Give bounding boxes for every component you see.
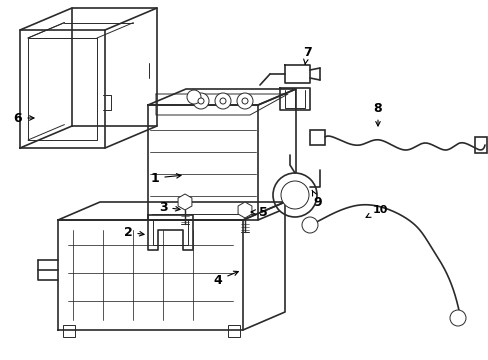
Bar bbox=[474, 137, 486, 153]
Circle shape bbox=[449, 310, 465, 326]
Circle shape bbox=[220, 98, 225, 104]
Text: 7: 7 bbox=[302, 45, 311, 64]
Circle shape bbox=[242, 98, 247, 104]
Circle shape bbox=[281, 181, 308, 209]
Bar bbox=[227, 325, 240, 337]
Text: 6: 6 bbox=[14, 112, 34, 125]
Circle shape bbox=[215, 93, 230, 109]
Text: 9: 9 bbox=[311, 190, 322, 208]
Text: 4: 4 bbox=[213, 271, 238, 287]
Text: 8: 8 bbox=[373, 102, 382, 126]
Circle shape bbox=[302, 217, 317, 233]
Text: 10: 10 bbox=[366, 205, 387, 217]
Bar bbox=[63, 325, 75, 337]
Circle shape bbox=[237, 93, 252, 109]
Text: 5: 5 bbox=[250, 206, 267, 219]
Text: 3: 3 bbox=[159, 201, 180, 213]
Circle shape bbox=[193, 93, 208, 109]
Text: 2: 2 bbox=[123, 225, 144, 239]
Circle shape bbox=[198, 98, 203, 104]
Bar bbox=[309, 130, 325, 145]
Circle shape bbox=[272, 173, 316, 217]
Text: 1: 1 bbox=[150, 171, 181, 185]
Circle shape bbox=[186, 90, 201, 104]
